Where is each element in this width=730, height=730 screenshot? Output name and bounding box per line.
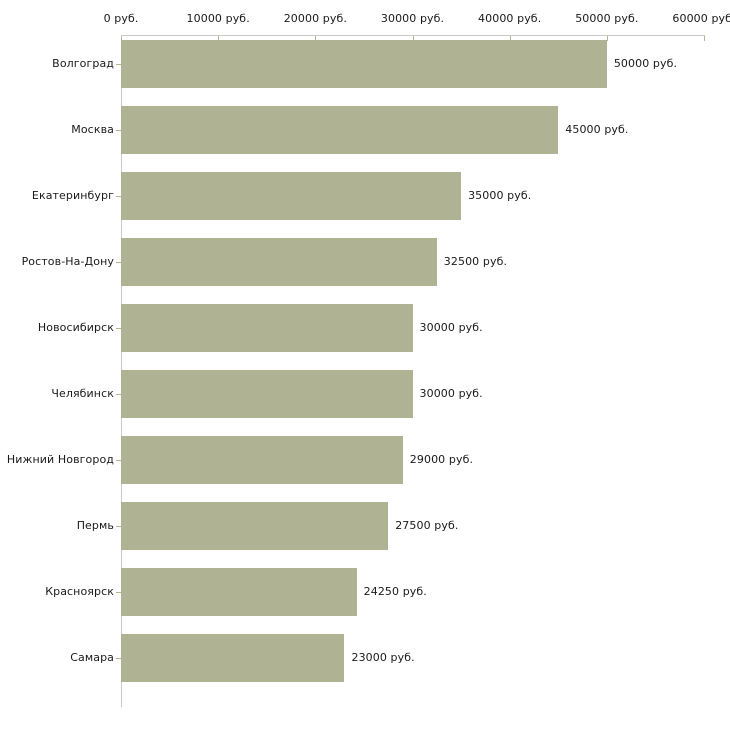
bar[interactable]	[121, 634, 345, 682]
bar-value-label: 35000 руб.	[468, 189, 532, 202]
y-tick	[116, 592, 121, 593]
category-label: Самара	[70, 651, 114, 664]
bar[interactable]	[121, 40, 607, 88]
bar-value-label: 50000 руб.	[613, 57, 678, 70]
x-tick-10000	[218, 36, 220, 41]
bar[interactable]	[121, 436, 403, 484]
x-tick-40000	[509, 36, 511, 41]
y-tick	[116, 328, 121, 329]
x-tick-label: 60000 руб.	[672, 12, 730, 25]
x-tick-label: 10000 руб.	[186, 12, 250, 25]
bar-value-label: 30000 руб.	[419, 387, 483, 400]
category-label: Екатеринбург	[31, 189, 114, 202]
y-tick	[116, 64, 121, 65]
x-tick-60000	[704, 36, 705, 41]
bar[interactable]	[121, 502, 389, 550]
bar[interactable]	[121, 106, 559, 154]
category-label: Нижний Новгород	[6, 453, 114, 466]
bar-value-label: 32500 руб.	[443, 255, 508, 268]
category-label: Волгоград	[52, 57, 114, 70]
bar[interactable]	[121, 172, 462, 220]
x-tick-label: 0 руб.	[103, 12, 139, 25]
x-axis-line	[121, 35, 705, 36]
y-tick	[116, 658, 121, 659]
x-tick-label: 40000 руб.	[478, 12, 542, 25]
bar-value-label: 30000 руб.	[419, 321, 483, 334]
category-label: Пермь	[76, 519, 114, 532]
y-tick	[116, 196, 121, 197]
bar-value-label: 29000 руб.	[409, 453, 474, 466]
x-tick-label: 20000 руб.	[283, 12, 347, 25]
y-tick	[116, 526, 121, 527]
bar[interactable]	[121, 370, 413, 418]
x-tick-50000	[606, 36, 608, 41]
x-tick-label: 30000 руб.	[380, 12, 445, 25]
y-tick	[116, 262, 121, 263]
bar-value-label: 45000 руб.	[565, 123, 629, 136]
category-label: Ростов-На-Дону	[21, 255, 114, 268]
bar-value-label: 23000 руб.	[351, 651, 415, 664]
bar[interactable]	[121, 304, 413, 352]
y-tick	[116, 460, 121, 461]
x-tick-label: 50000 руб.	[575, 12, 639, 25]
x-tick-0	[121, 36, 122, 41]
bar[interactable]	[121, 238, 437, 286]
category-label: Челябинск	[51, 387, 114, 400]
y-tick	[116, 130, 121, 131]
bar-value-label: 24250 руб.	[363, 585, 427, 598]
category-label: Красноярск	[45, 585, 114, 598]
x-tick-20000	[315, 36, 317, 41]
x-tick-30000	[412, 36, 414, 41]
bar-value-label: 27500 руб.	[395, 519, 459, 532]
bar[interactable]	[121, 568, 357, 616]
category-label: Новосибирск	[37, 321, 114, 334]
y-tick	[116, 394, 121, 395]
category-label: Москва	[71, 123, 114, 136]
